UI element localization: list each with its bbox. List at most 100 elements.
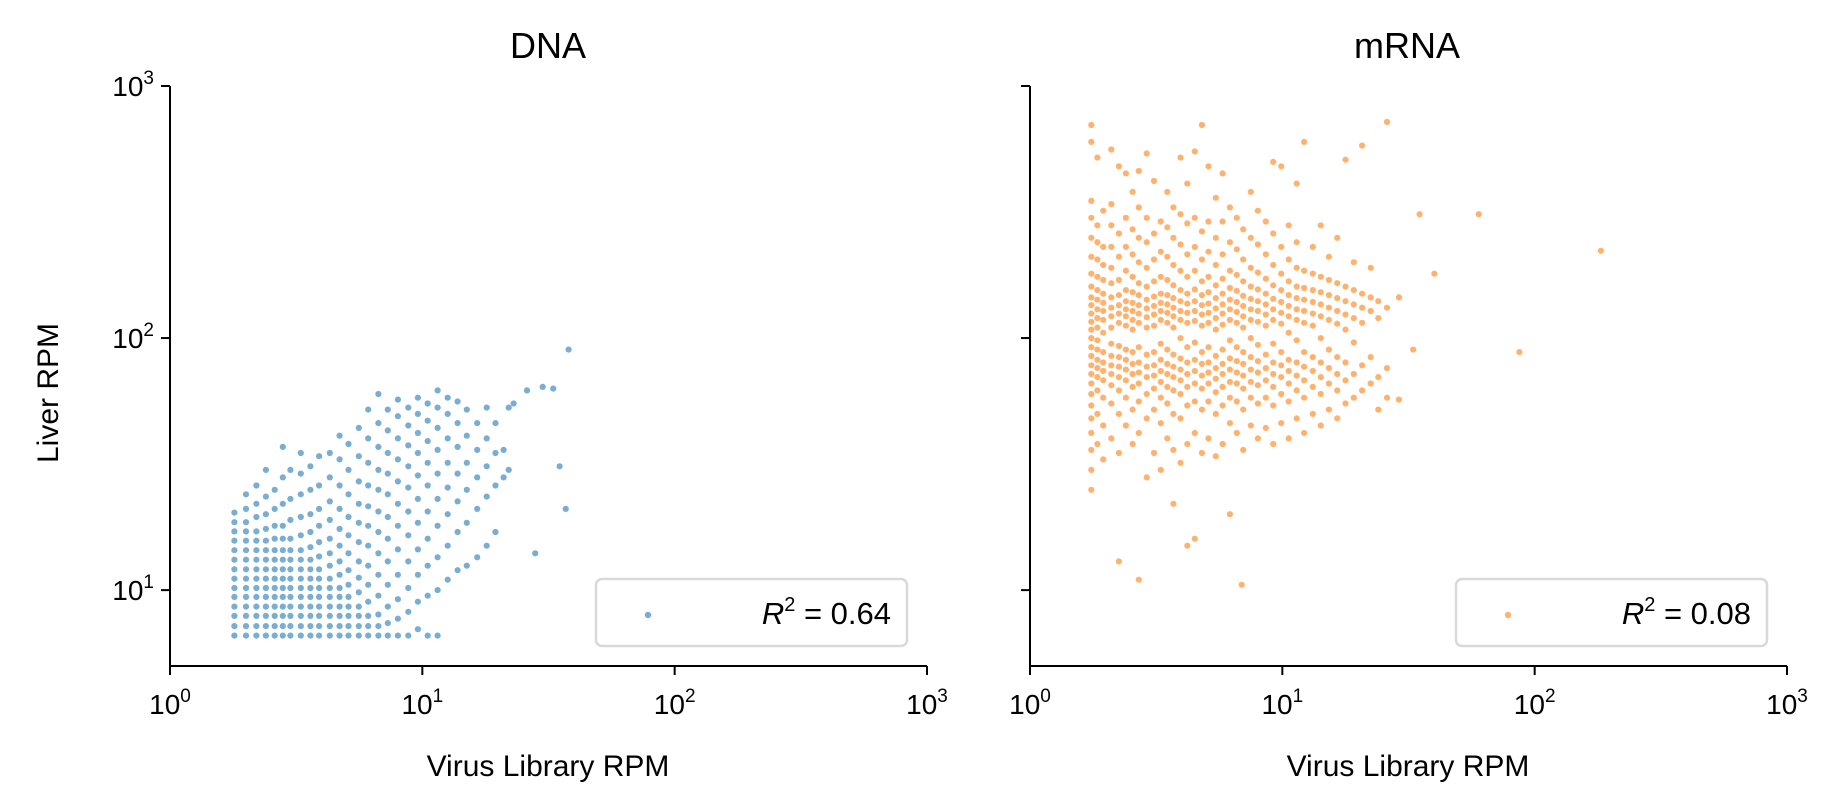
data-point [1150,256,1158,263]
data-point [297,491,304,498]
data-point [287,556,294,563]
data-point [1094,410,1101,417]
data-point [287,575,294,582]
data-point [565,346,572,353]
data-point [1164,309,1171,316]
data-point [1177,377,1184,384]
data-point [1100,290,1107,297]
data-point [1135,344,1142,351]
data-point [1325,365,1332,372]
data-point [1108,352,1115,359]
data-point [1233,429,1240,437]
data-point [1088,270,1095,277]
data-point [1212,389,1219,396]
data-point [384,603,391,610]
data-point [492,482,499,489]
data-point [1226,306,1233,313]
data-point [1115,342,1122,350]
data-point [262,511,269,518]
data-point [1278,287,1285,294]
data-point [1129,307,1136,315]
data-point [253,575,260,582]
data-point [336,432,343,439]
data-point [345,593,352,601]
data-point [326,623,333,630]
tick-base: 10 [149,689,180,720]
data-point [1350,259,1357,266]
data-point [474,505,481,512]
data-point [1164,435,1171,442]
data-point [1191,339,1198,346]
scatter-points [231,346,572,639]
data-point [1170,234,1177,241]
data-point [1108,370,1115,378]
data-point [1164,188,1171,195]
data-point [1094,365,1101,372]
data-point [326,603,333,610]
data-point [1184,383,1191,390]
data-point [242,593,250,601]
data-point [1150,302,1158,310]
data-point [1164,400,1171,407]
data-point [1410,346,1417,353]
data-point [1226,366,1233,373]
data-point [1262,424,1269,431]
data-point [287,566,294,573]
data-point [253,566,260,573]
data-point [1094,256,1101,263]
data-point [474,420,481,427]
data-point [1170,387,1177,394]
data-point [1135,302,1142,309]
data-point [365,632,372,639]
data-point [316,612,323,620]
data-point [1088,326,1095,333]
data-point [355,519,362,526]
data-point [1334,234,1341,241]
data-point [1367,380,1374,387]
data-point [1233,369,1240,376]
data-point [345,550,352,557]
data-point [345,603,352,610]
data-point [1254,341,1261,348]
data-point [1219,275,1226,282]
data-point [326,593,333,601]
data-point [384,427,391,434]
data-point [1088,234,1095,241]
data-point [1334,354,1341,361]
data-point [1367,294,1374,301]
data-point [1198,406,1205,413]
data-point [242,537,250,544]
data-point [345,581,352,588]
data-point [1088,380,1095,387]
data-point [434,495,441,502]
data-point [1301,138,1308,145]
data-point [271,623,278,630]
data-point [242,575,250,582]
data-point [1278,320,1285,327]
data-point [1170,204,1177,211]
data-point [1094,296,1101,303]
data-point [500,474,507,481]
data-point [1088,402,1095,409]
data-point [1247,264,1254,271]
tick-exponent: 2 [685,686,696,707]
data-point [1205,380,1212,387]
data-point [355,500,362,507]
data-point [1342,311,1349,318]
data-point [1342,400,1349,407]
data-point [562,505,569,512]
data-point [1115,276,1122,284]
data-point [1150,449,1158,457]
y-tick-label: 102 [112,320,154,354]
data-point [1285,367,1292,375]
data-point [1115,374,1122,381]
data-point [1122,267,1129,274]
data-point [1150,230,1158,237]
data-point [1219,370,1226,378]
data-point [1164,370,1171,378]
data-point [1094,222,1101,229]
data-point [365,623,372,630]
data-point [297,532,304,539]
data-point [1164,276,1171,284]
data-point [242,547,250,554]
